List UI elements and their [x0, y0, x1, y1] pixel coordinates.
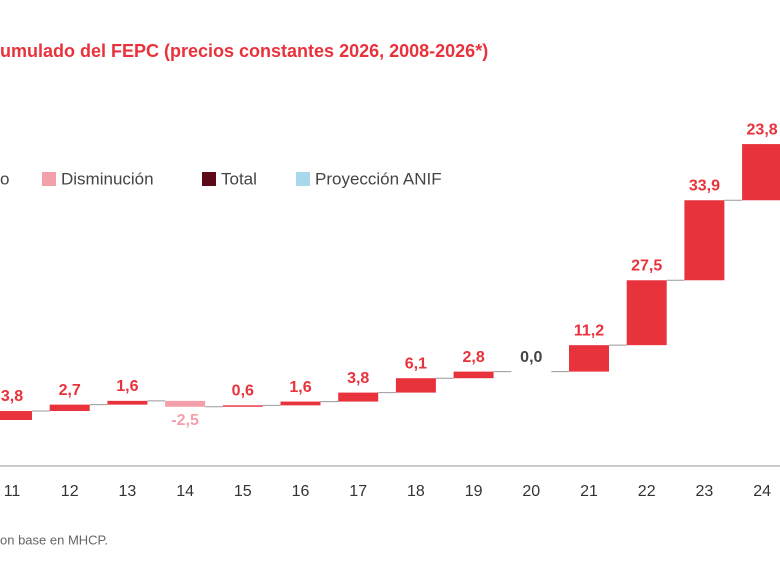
bar — [338, 392, 379, 402]
legend-swatch — [202, 172, 216, 186]
bar — [49, 404, 90, 412]
x-tick-label: 17 — [349, 483, 367, 500]
x-tick-label: 23 — [696, 483, 714, 500]
value-label: 1,6 — [289, 379, 311, 396]
x-tick-label: 12 — [61, 483, 79, 500]
bar — [626, 280, 667, 346]
source-note: on base en MHCP. — [0, 532, 108, 547]
value-label: 2,7 — [59, 382, 81, 399]
value-label: 3,8 — [1, 388, 23, 405]
chart-title: umulado del FEPC (precios constantes 202… — [0, 41, 488, 61]
bar — [107, 400, 148, 405]
legend-label: Disminución — [61, 169, 154, 188]
x-tick-label: 24 — [753, 483, 771, 500]
bar — [569, 345, 609, 372]
x-tick-label: 20 — [522, 483, 540, 500]
value-label: 2,8 — [462, 349, 484, 366]
legend-label: Proyección ANIF — [315, 169, 442, 188]
bar — [453, 371, 494, 379]
bar — [395, 378, 436, 393]
value-label: 11,2 — [574, 322, 604, 339]
value-label: 3,8 — [347, 370, 369, 387]
legend-label: Total — [221, 169, 257, 188]
x-tick-label: 18 — [407, 483, 425, 500]
value-label: 6,1 — [405, 355, 427, 372]
value-label: 27,5 — [631, 257, 662, 274]
bar — [165, 400, 206, 407]
x-tick-label: 21 — [580, 483, 598, 500]
bar — [684, 200, 725, 281]
x-tick-label: 13 — [119, 483, 137, 500]
legend-swatch — [296, 172, 310, 186]
bar — [742, 144, 780, 201]
legend-label: o — [0, 169, 9, 188]
x-tick-label: 22 — [638, 483, 656, 500]
value-label: -2,5 — [171, 412, 199, 429]
x-tick-label: 14 — [176, 483, 194, 500]
x-tick-label: 19 — [465, 483, 483, 500]
x-tick-label: 11 — [4, 483, 21, 500]
bar — [222, 405, 263, 407]
bar — [511, 372, 551, 373]
bar — [280, 401, 321, 406]
value-label: 1,6 — [116, 378, 138, 395]
value-label: 23,8 — [747, 121, 778, 138]
legend-swatch — [42, 172, 56, 186]
x-tick-label: 15 — [234, 483, 252, 500]
bar — [0, 411, 32, 420]
x-tick-label: 16 — [292, 483, 310, 500]
value-label: 0,0 — [520, 349, 542, 366]
value-label: 33,9 — [689, 177, 720, 194]
value-label: 0,6 — [232, 383, 254, 400]
